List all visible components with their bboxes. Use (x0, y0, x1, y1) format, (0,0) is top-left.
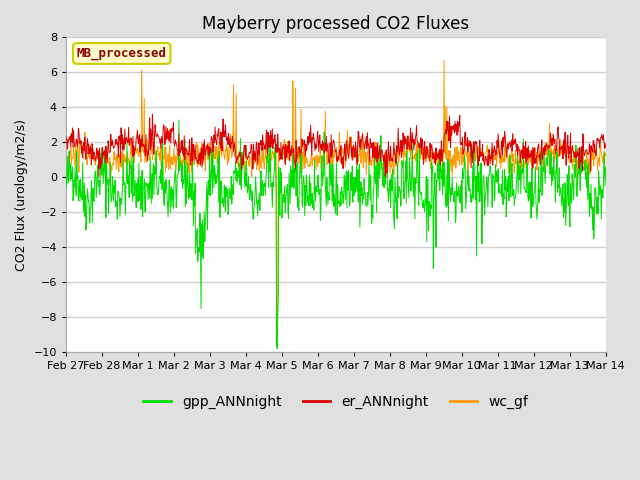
Legend: gpp_ANNnight, er_ANNnight, wc_gf: gpp_ANNnight, er_ANNnight, wc_gf (138, 389, 534, 415)
Title: Mayberry processed CO2 Fluxes: Mayberry processed CO2 Fluxes (202, 15, 469, 33)
Y-axis label: CO2 Flux (urology/m2/s): CO2 Flux (urology/m2/s) (15, 119, 28, 271)
Text: MB_processed: MB_processed (77, 47, 167, 60)
